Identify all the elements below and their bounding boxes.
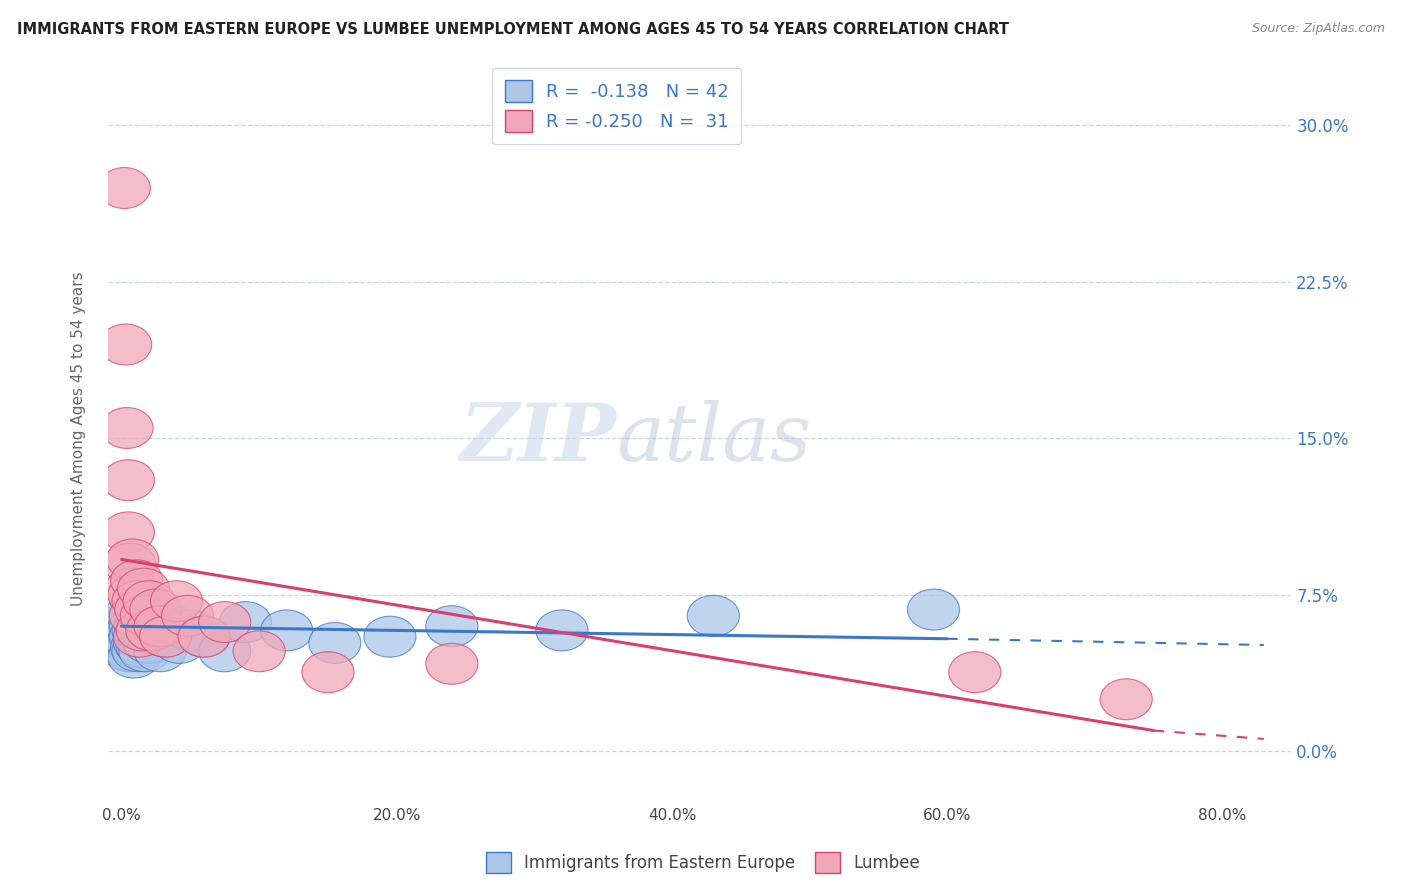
- Ellipse shape: [110, 616, 162, 657]
- Ellipse shape: [1099, 679, 1153, 720]
- Ellipse shape: [179, 616, 231, 657]
- Ellipse shape: [120, 631, 172, 672]
- Ellipse shape: [536, 610, 588, 651]
- Ellipse shape: [907, 589, 959, 630]
- Ellipse shape: [153, 623, 205, 664]
- Ellipse shape: [112, 581, 165, 622]
- Ellipse shape: [101, 408, 153, 449]
- Ellipse shape: [139, 616, 191, 657]
- Ellipse shape: [302, 652, 354, 692]
- Legend: Immigrants from Eastern Europe, Lumbee: Immigrants from Eastern Europe, Lumbee: [479, 846, 927, 880]
- Ellipse shape: [949, 652, 1001, 692]
- Ellipse shape: [139, 616, 191, 657]
- Ellipse shape: [219, 601, 271, 642]
- Ellipse shape: [107, 623, 159, 664]
- Ellipse shape: [198, 601, 250, 642]
- Text: atlas: atlas: [617, 400, 813, 477]
- Ellipse shape: [103, 512, 155, 553]
- Ellipse shape: [103, 631, 155, 672]
- Ellipse shape: [165, 610, 217, 651]
- Ellipse shape: [134, 606, 186, 647]
- Ellipse shape: [107, 610, 159, 651]
- Ellipse shape: [105, 631, 157, 672]
- Ellipse shape: [118, 616, 170, 657]
- Ellipse shape: [121, 595, 173, 636]
- Ellipse shape: [108, 637, 160, 678]
- Ellipse shape: [98, 168, 150, 209]
- Ellipse shape: [105, 568, 157, 609]
- Ellipse shape: [104, 595, 156, 636]
- Ellipse shape: [104, 543, 156, 584]
- Ellipse shape: [150, 581, 202, 622]
- Ellipse shape: [114, 616, 166, 657]
- Ellipse shape: [110, 595, 162, 636]
- Ellipse shape: [117, 627, 169, 667]
- Ellipse shape: [162, 595, 214, 636]
- Ellipse shape: [111, 560, 163, 601]
- Ellipse shape: [117, 610, 169, 651]
- Ellipse shape: [148, 606, 200, 647]
- Ellipse shape: [233, 631, 285, 672]
- Legend: R =  -0.138   N = 42, R = -0.250   N =  31: R = -0.138 N = 42, R = -0.250 N = 31: [492, 68, 741, 145]
- Ellipse shape: [107, 539, 159, 580]
- Ellipse shape: [364, 616, 416, 657]
- Ellipse shape: [260, 610, 312, 651]
- Ellipse shape: [112, 610, 165, 651]
- Ellipse shape: [114, 623, 166, 664]
- Text: Source: ZipAtlas.com: Source: ZipAtlas.com: [1251, 22, 1385, 36]
- Ellipse shape: [121, 610, 173, 651]
- Ellipse shape: [103, 459, 155, 500]
- Ellipse shape: [122, 581, 176, 622]
- Ellipse shape: [426, 606, 478, 647]
- Ellipse shape: [125, 595, 177, 636]
- Ellipse shape: [111, 627, 163, 667]
- Ellipse shape: [103, 610, 155, 651]
- Ellipse shape: [110, 606, 162, 647]
- Ellipse shape: [309, 623, 361, 664]
- Text: ZIP: ZIP: [460, 400, 617, 477]
- Ellipse shape: [125, 610, 177, 651]
- Ellipse shape: [105, 616, 157, 657]
- Ellipse shape: [129, 589, 181, 630]
- Ellipse shape: [426, 643, 478, 684]
- Ellipse shape: [98, 606, 150, 647]
- Ellipse shape: [179, 616, 231, 657]
- Ellipse shape: [129, 610, 181, 651]
- Ellipse shape: [688, 595, 740, 636]
- Text: IMMIGRANTS FROM EASTERN EUROPE VS LUMBEE UNEMPLOYMENT AMONG AGES 45 TO 54 YEARS : IMMIGRANTS FROM EASTERN EUROPE VS LUMBEE…: [17, 22, 1010, 37]
- Ellipse shape: [134, 631, 186, 672]
- Ellipse shape: [118, 568, 170, 609]
- Ellipse shape: [100, 324, 152, 365]
- Ellipse shape: [198, 631, 250, 672]
- Ellipse shape: [112, 631, 165, 672]
- Ellipse shape: [115, 589, 167, 630]
- Ellipse shape: [101, 627, 153, 667]
- Y-axis label: Unemployment Among Ages 45 to 54 years: Unemployment Among Ages 45 to 54 years: [72, 271, 86, 606]
- Ellipse shape: [122, 623, 176, 664]
- Ellipse shape: [108, 574, 160, 615]
- Ellipse shape: [100, 616, 152, 657]
- Ellipse shape: [104, 623, 156, 664]
- Ellipse shape: [115, 606, 167, 647]
- Ellipse shape: [101, 601, 153, 642]
